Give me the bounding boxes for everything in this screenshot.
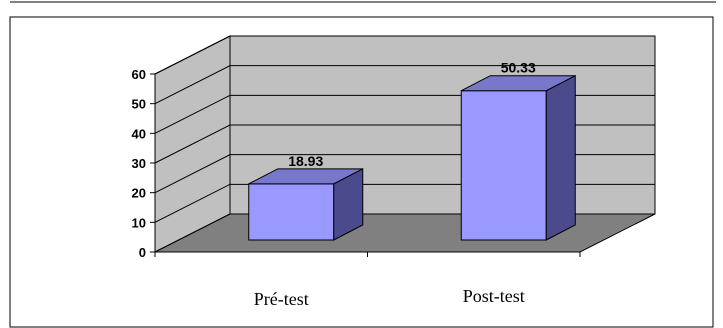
data-labels: 18.93 50.33 xyxy=(288,60,536,169)
chart-border xyxy=(9,16,714,328)
bar-side xyxy=(545,74,576,241)
y-tick-label: 50 xyxy=(132,97,146,112)
y-tick-label: 10 xyxy=(132,215,146,230)
bar-top xyxy=(461,75,576,92)
bar-front xyxy=(460,90,547,241)
floor xyxy=(154,213,656,253)
y-tick-label: 20 xyxy=(132,186,146,201)
y-tick-label: 40 xyxy=(132,126,146,141)
x-axis-categories: Pré-test Post-test xyxy=(254,286,525,309)
category-label: Pré-test xyxy=(254,289,309,309)
gridline-50 xyxy=(154,65,655,105)
gridline-60 xyxy=(154,35,655,75)
data-label: 50.33 xyxy=(501,60,536,76)
category-label: Post-test xyxy=(463,286,525,306)
y-tick-label: 30 xyxy=(132,156,146,171)
y-tick-label: 60 xyxy=(132,67,146,82)
bar-top xyxy=(248,168,363,185)
chart-walls xyxy=(154,35,656,253)
data-label: 18.93 xyxy=(288,153,323,169)
bars xyxy=(248,74,576,241)
bar-1 xyxy=(460,74,576,241)
y-tick-label: 0 xyxy=(139,245,146,260)
bar-front xyxy=(248,183,335,241)
bar-0 xyxy=(248,168,364,241)
y-axis: 0 10 20 30 40 50 60 xyxy=(132,67,581,260)
